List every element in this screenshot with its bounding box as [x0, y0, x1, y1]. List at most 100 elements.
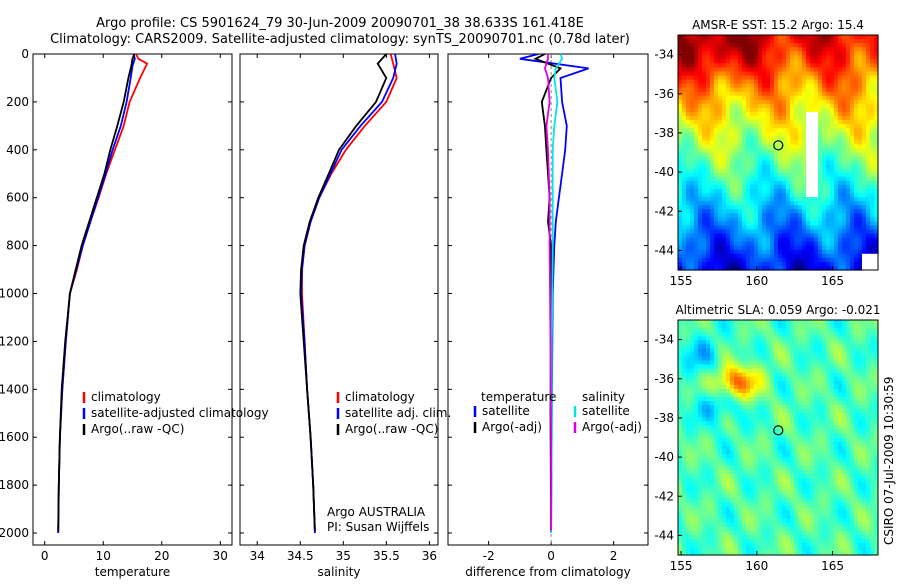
map-cell — [714, 474, 719, 479]
map-cell — [698, 213, 703, 218]
map-cell — [854, 96, 859, 101]
map-cell — [866, 209, 871, 214]
map-cell — [834, 234, 839, 239]
map-cell — [710, 506, 715, 511]
map-cell — [682, 324, 687, 329]
map-cell — [714, 385, 719, 390]
map-cell — [714, 438, 719, 443]
map-cell — [834, 246, 839, 251]
map-cell — [738, 413, 743, 418]
map-cell — [710, 250, 715, 255]
map-cell — [814, 92, 819, 97]
map-cell — [746, 369, 751, 374]
map-cell — [774, 63, 779, 68]
map-cell — [866, 254, 871, 259]
map-cell — [778, 225, 783, 230]
map-cell — [826, 254, 831, 259]
map-cell — [826, 201, 831, 206]
map-cell — [802, 429, 807, 434]
map-cell — [846, 104, 851, 109]
map-cell — [842, 217, 847, 222]
map-cell — [746, 250, 751, 255]
map-cell — [862, 229, 867, 234]
map-cell — [750, 205, 755, 210]
map-cell — [726, 352, 731, 357]
map-cell — [746, 348, 751, 353]
map-cell — [786, 185, 791, 190]
map-cell — [726, 250, 731, 255]
map-cell — [854, 76, 859, 81]
map-cell — [866, 189, 871, 194]
map-cell — [738, 397, 743, 402]
map-cell — [814, 136, 819, 141]
map-cell — [734, 409, 739, 414]
map-cell — [706, 320, 711, 325]
map-cell — [762, 116, 767, 121]
map-cell — [678, 88, 683, 93]
map-cell — [746, 446, 751, 451]
map-cell — [702, 498, 707, 503]
map-cell — [774, 177, 779, 182]
map-cell — [854, 132, 859, 137]
map-cell — [786, 393, 791, 398]
map-cell — [854, 43, 859, 48]
map-cell — [850, 112, 855, 117]
map-cell — [778, 177, 783, 182]
map-cell — [718, 96, 723, 101]
map-cell — [786, 47, 791, 52]
map-cell — [778, 169, 783, 174]
map-cell — [866, 213, 871, 218]
map-cell — [722, 409, 727, 414]
map-cell — [770, 409, 775, 414]
map-cell — [706, 144, 711, 149]
map-cell — [714, 519, 719, 524]
map-cell — [682, 458, 687, 463]
map-cell — [690, 148, 695, 153]
map-cell — [690, 527, 695, 532]
map-cell — [694, 157, 699, 162]
map-cell — [814, 132, 819, 137]
map-cell — [870, 205, 875, 210]
map-cell — [738, 446, 743, 451]
map-cell — [862, 254, 867, 259]
map-cell — [726, 502, 731, 507]
map-cell — [714, 454, 719, 459]
map-cell — [750, 250, 755, 255]
map-cell — [726, 425, 731, 430]
map-cell — [678, 100, 683, 105]
map-cell — [810, 96, 815, 101]
map-cell — [870, 217, 875, 222]
map-cell — [706, 221, 711, 226]
map-cell — [850, 108, 855, 113]
map-cell — [778, 189, 783, 194]
map-cell — [770, 381, 775, 386]
map-cell — [802, 217, 807, 222]
map-cell — [742, 523, 747, 528]
map-cell — [690, 225, 695, 230]
annotation-pi: PI: Susan Wijffels — [327, 520, 429, 534]
map-cell — [806, 165, 811, 170]
map-cell — [714, 157, 719, 162]
map-cell — [718, 328, 723, 333]
map-cell — [862, 221, 867, 226]
map-cell — [702, 258, 707, 263]
map-cell — [766, 429, 771, 434]
map-cell — [798, 63, 803, 68]
map-cell — [782, 242, 787, 247]
map-cell — [718, 389, 723, 394]
map-cell — [682, 132, 687, 137]
map-cell — [798, 478, 803, 483]
map-cell — [766, 502, 771, 507]
map-cell — [698, 250, 703, 255]
map-cell — [702, 531, 707, 536]
map-cell — [814, 197, 819, 202]
map-cell — [802, 132, 807, 137]
map-cell — [718, 494, 723, 499]
map-cell — [842, 148, 847, 153]
map-cell — [850, 169, 855, 174]
map-cell — [838, 254, 843, 259]
map-cell — [694, 209, 699, 214]
map-cell — [734, 71, 739, 76]
map-cell — [806, 332, 811, 337]
